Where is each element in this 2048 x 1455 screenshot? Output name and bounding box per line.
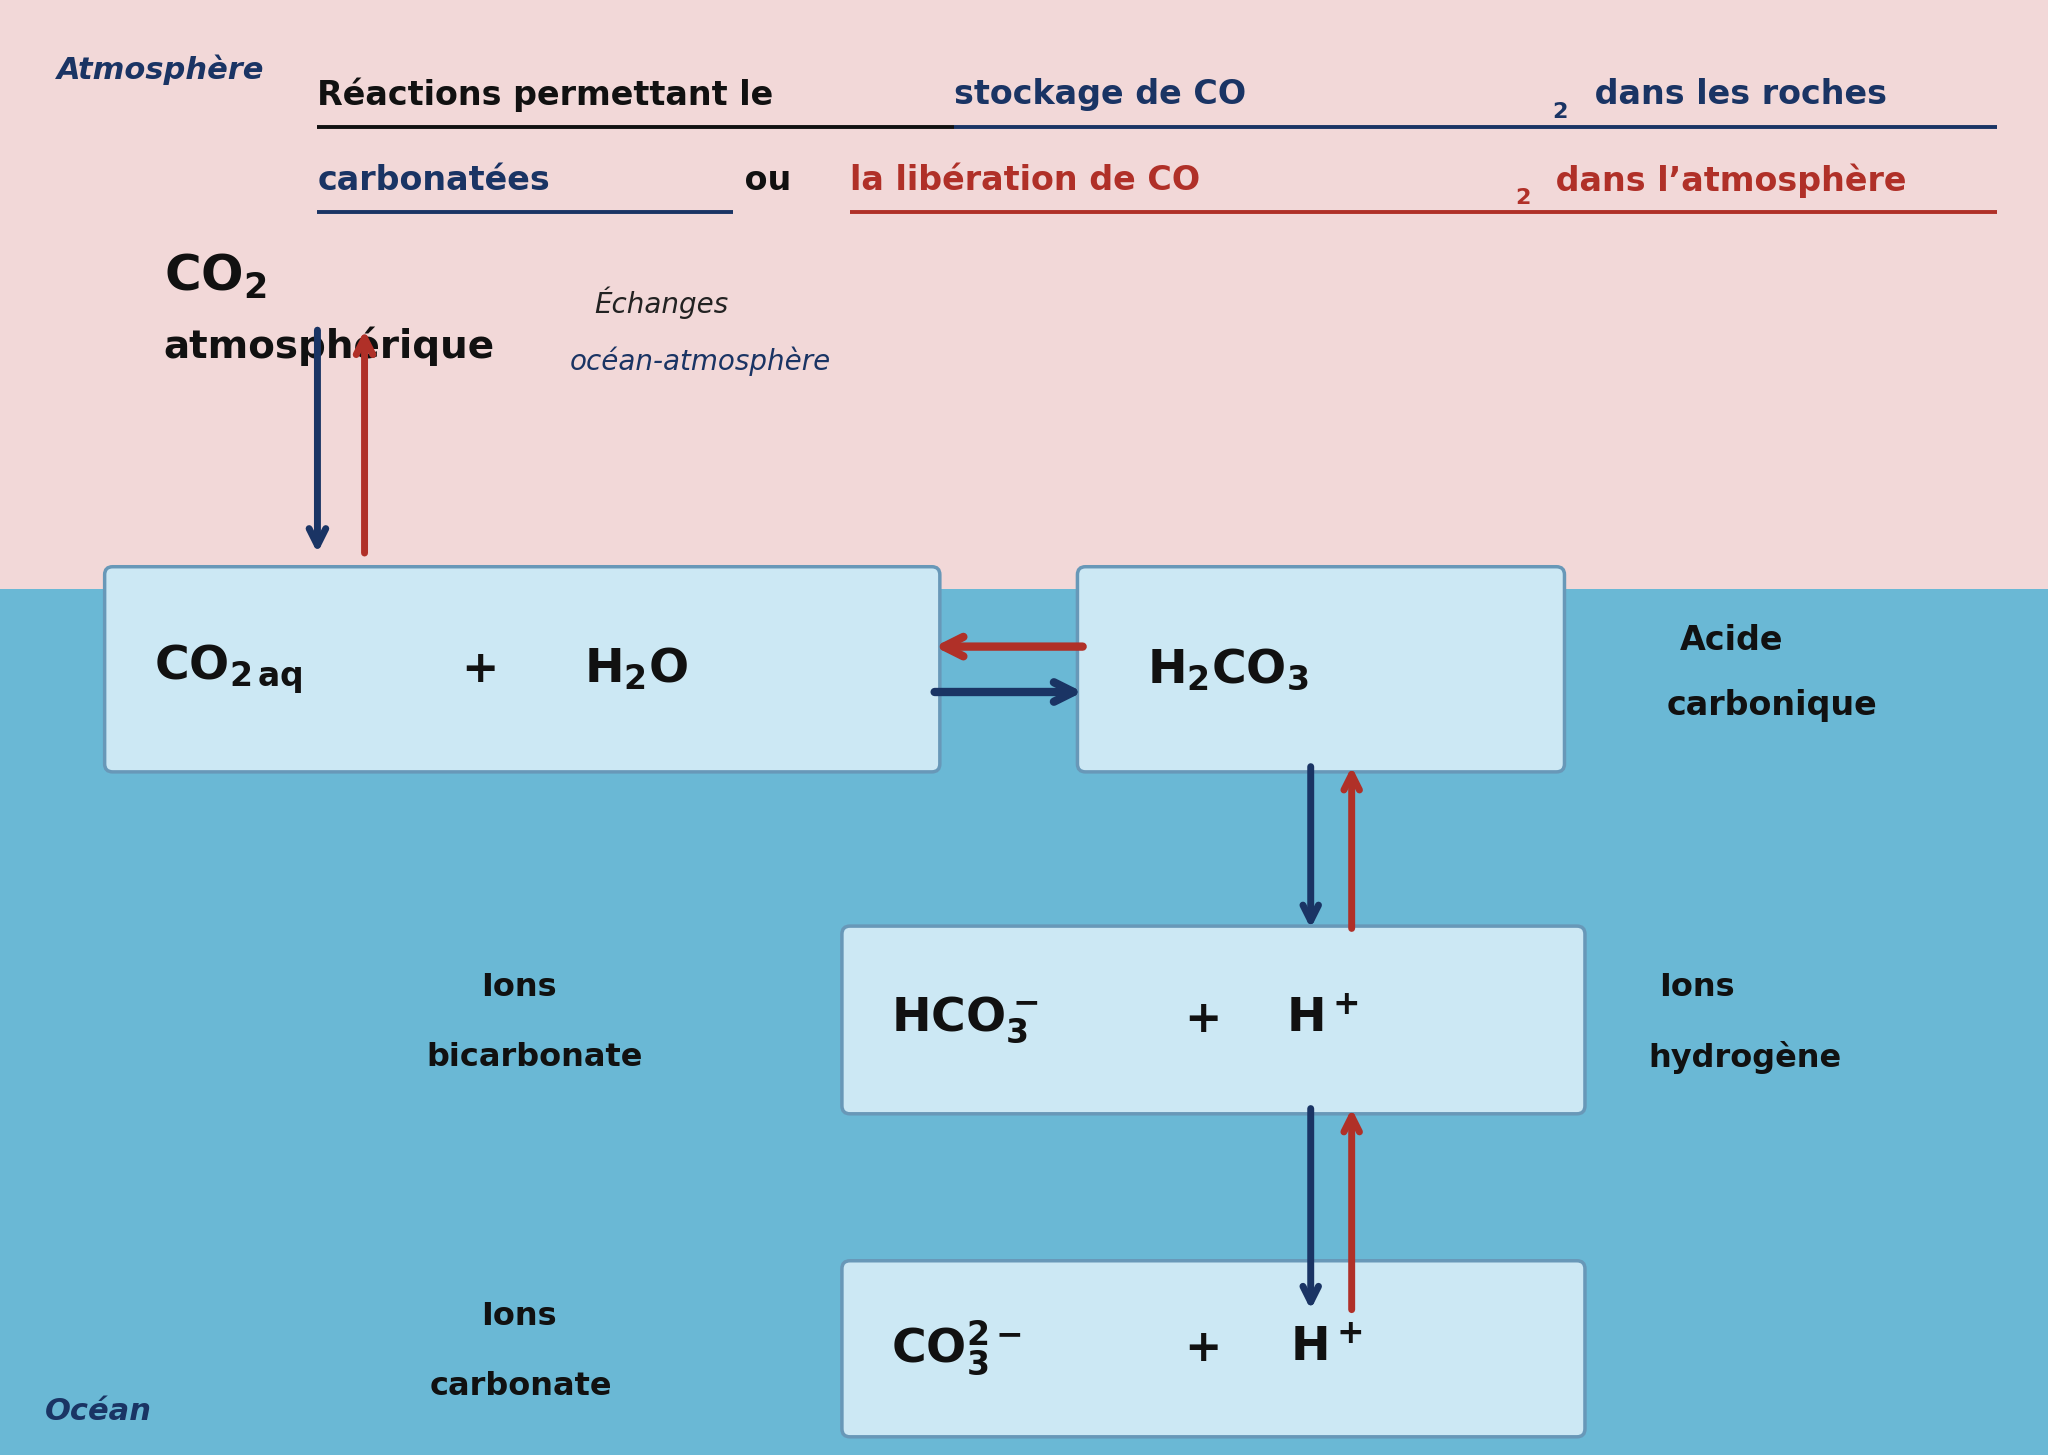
Text: bicarbonate: bicarbonate [426,1042,643,1074]
Text: $\mathbf{H_2O}$: $\mathbf{H_2O}$ [584,646,688,693]
Bar [0,589,2048,1455]
Text: carbonique: carbonique [1667,690,1878,722]
Text: océan-atmosphère: océan-atmosphère [569,346,831,375]
Text: Échanges: Échanges [594,287,729,319]
FancyBboxPatch shape [104,567,940,771]
Text: $\mathbf{H_2CO_3}$: $\mathbf{H_2CO_3}$ [1147,646,1309,693]
Text: dans les roches: dans les roches [1583,79,1886,111]
Text: la libération de CO: la libération de CO [850,164,1200,196]
Text: stockage de CO: stockage de CO [954,79,1247,111]
Text: dans l’atmosphère: dans l’atmosphère [1544,163,1907,198]
Text: hydrogène: hydrogène [1649,1042,1841,1074]
Text: atmosphérique: atmosphérique [164,326,496,367]
FancyBboxPatch shape [842,1261,1585,1436]
Text: Acide: Acide [1679,624,1784,656]
Bar [0,0,2048,589]
Text: $\mathbf{HCO_3^-}$: $\mathbf{HCO_3^-}$ [891,995,1038,1045]
Text: ou: ou [733,164,803,196]
Text: $\mathbf{+}$: $\mathbf{+}$ [1184,1327,1219,1371]
Text: Ions: Ions [1659,972,1735,1004]
Text: $\mathbf{H^+}$: $\mathbf{H^+}$ [1290,1327,1362,1371]
Text: Réactions permettant le: Réactions permettant le [317,77,784,112]
Text: $\mathbf{CO_3^{2-}}$: $\mathbf{CO_3^{2-}}$ [891,1320,1022,1378]
Text: $\mathbf{H^+}$: $\mathbf{H^+}$ [1286,998,1358,1042]
Text: $\mathbf{CO_2}$: $\mathbf{CO_2}$ [164,252,266,301]
Text: $\mathbf{+}$: $\mathbf{+}$ [461,647,496,691]
Text: 2: 2 [1516,188,1532,208]
FancyBboxPatch shape [842,927,1585,1113]
Text: $\mathbf{+}$: $\mathbf{+}$ [1184,998,1219,1042]
Text: $\mathbf{CO_{2\,aq}}$: $\mathbf{CO_{2\,aq}}$ [154,643,303,695]
Text: Ions: Ions [481,1301,557,1333]
Text: Océan: Océan [45,1397,152,1426]
Text: carbonate: carbonate [430,1371,612,1403]
Text: carbonatées: carbonatées [317,164,551,196]
Text: 2: 2 [1552,102,1569,122]
Text: Atmosphère: Atmosphère [57,55,264,84]
Text: Ions: Ions [481,972,557,1004]
FancyBboxPatch shape [1077,567,1565,771]
